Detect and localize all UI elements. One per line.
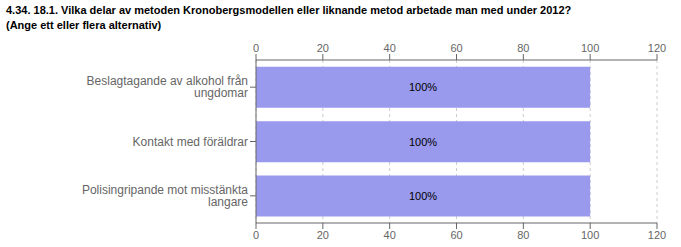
- svg-text:100%: 100%: [409, 190, 437, 202]
- svg-text:20: 20: [317, 229, 329, 241]
- svg-text:Polisingripande mot misstänkta: Polisingripande mot misstänktalangare: [82, 183, 248, 209]
- html-text:(Ange ett eller flera alternat: (Ange ett eller flera alternativ): [6, 19, 162, 31]
- svg-text:60: 60: [450, 42, 462, 54]
- svg-text:Beslagtagande av alkohol frånu: Beslagtagande av alkohol frånungdomar: [87, 74, 248, 100]
- svg-text:40: 40: [384, 42, 396, 54]
- svg-text:120: 120: [648, 42, 666, 54]
- svg-text:0: 0: [253, 229, 259, 241]
- svg-text:100: 100: [581, 229, 599, 241]
- svg-text:80: 80: [517, 229, 529, 241]
- svg-text:Kontakt med föräldrar: Kontakt med föräldrar: [133, 135, 248, 149]
- svg-text:20: 20: [317, 42, 329, 54]
- html-text:4.34. 18.1. Vilka delar av met: 4.34. 18.1. Vilka delar av metoden Krono…: [6, 4, 572, 16]
- svg-text:60: 60: [450, 229, 462, 241]
- svg-text:0: 0: [253, 42, 259, 54]
- svg-text:100%: 100%: [409, 81, 437, 93]
- svg-text:80: 80: [517, 42, 529, 54]
- svg-text:120: 120: [648, 229, 666, 241]
- svg-text:40: 40: [384, 229, 396, 241]
- svg-text:100%: 100%: [409, 136, 437, 148]
- svg-text:100: 100: [581, 42, 599, 54]
